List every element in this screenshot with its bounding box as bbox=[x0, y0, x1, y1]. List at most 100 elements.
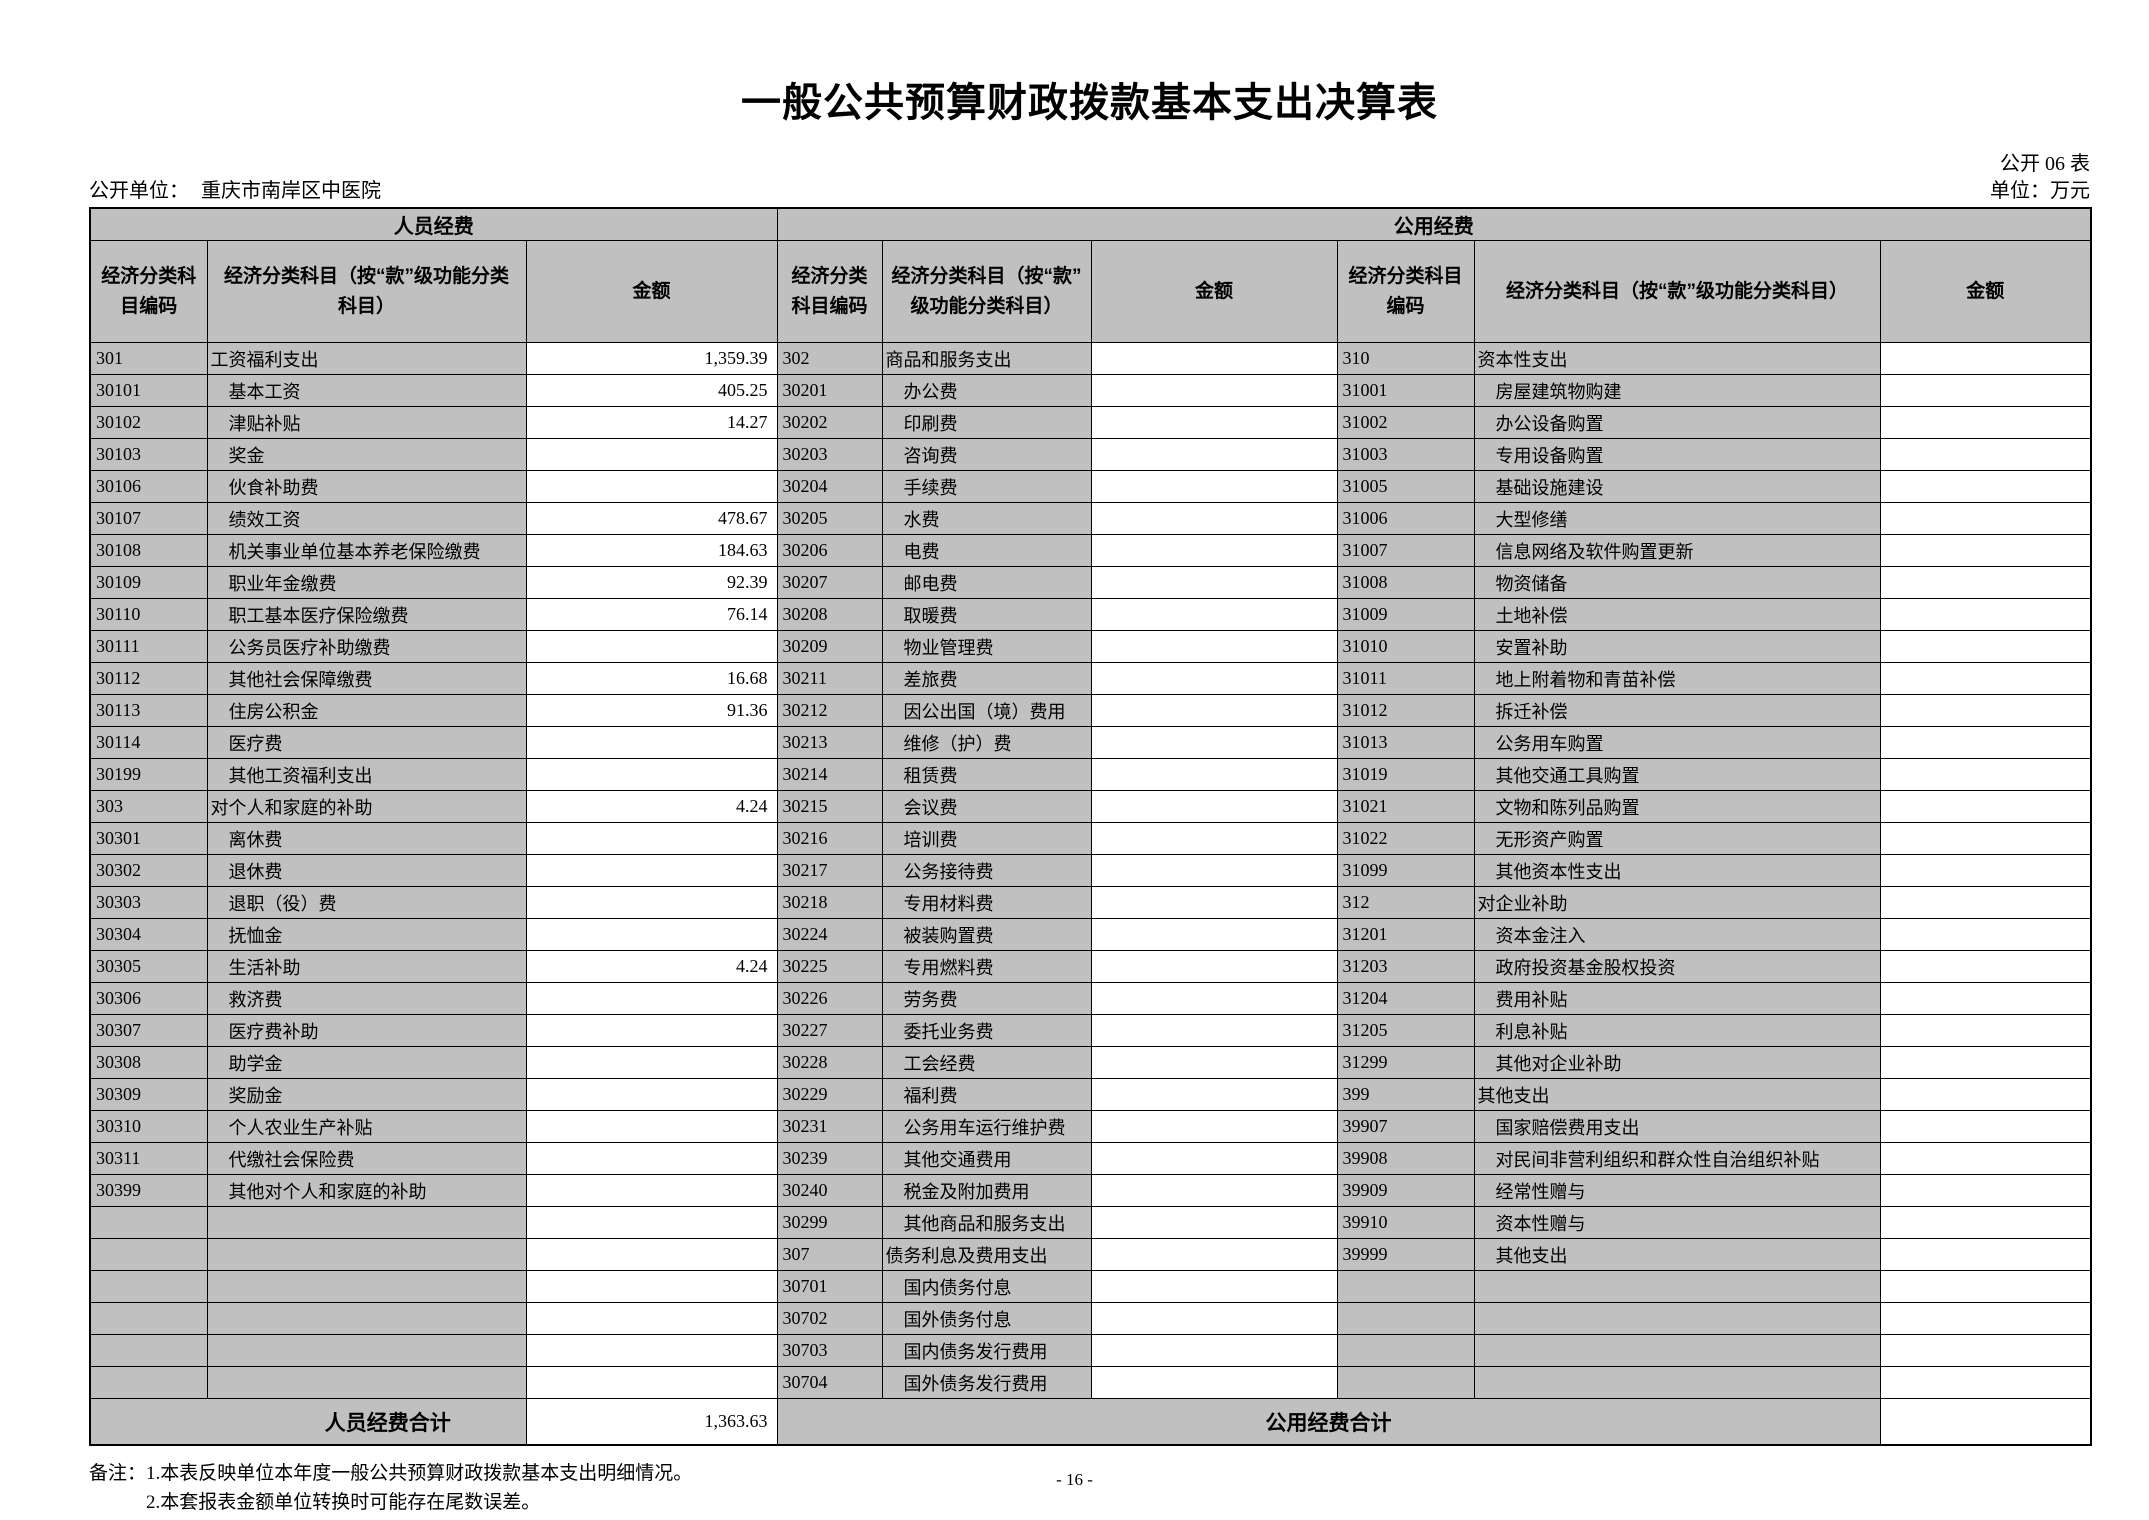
unit-label: 单位：万元 bbox=[1990, 180, 2090, 202]
code-cell: 31013 bbox=[1336, 726, 1475, 759]
subject-cell: 政府投资基金股权投资 bbox=[1473, 950, 1881, 983]
table-row: 30704 国外债务发行费用 bbox=[89, 1366, 2092, 1399]
table-row: 30306 救济费 30226 劳务费 31204 费用补贴 bbox=[89, 982, 2092, 1015]
amount-cell bbox=[525, 1110, 778, 1143]
code-cell: 30311 bbox=[89, 1142, 208, 1175]
amount-cell bbox=[1090, 502, 1338, 535]
subject-cell: 救济费 bbox=[206, 982, 527, 1015]
code-cell: 303 bbox=[89, 790, 208, 823]
code-cell: 30399 bbox=[89, 1174, 208, 1207]
subject-cell: 其他交通工具购置 bbox=[1473, 758, 1881, 791]
code-cell bbox=[89, 1270, 208, 1303]
amount-cell bbox=[1879, 1302, 2092, 1335]
code-cell: 30205 bbox=[776, 502, 883, 535]
table-row: 30309 奖励金 30229 福利费 399 其他支出 bbox=[89, 1078, 2092, 1111]
code-cell: 30299 bbox=[776, 1206, 883, 1239]
sheet: 一般公共预算财政拨款基本支出决算表 公开 06 表 公开单位： 重庆市南岸区中医院… bbox=[89, 0, 2093, 1518]
amount-cell bbox=[525, 886, 778, 919]
subject-cell: 租赁费 bbox=[881, 758, 1092, 791]
group-header-row: 人员经费 公用经费 bbox=[89, 207, 2092, 241]
subject-cell bbox=[206, 1206, 527, 1239]
code-cell: 30227 bbox=[776, 1014, 883, 1047]
notes: 备注：1.本表反映单位本年度一般公共预算财政拨款基本支出明细情况。 2.本套报表… bbox=[89, 1459, 2090, 1518]
subject-cell: 无形资产购置 bbox=[1473, 822, 1881, 855]
code-cell: 30208 bbox=[776, 598, 883, 631]
amount-cell bbox=[525, 1302, 778, 1335]
col-header-amount-1: 金额 bbox=[525, 240, 778, 343]
code-cell: 30306 bbox=[89, 982, 208, 1015]
subject-cell: 住房公积金 bbox=[206, 694, 527, 727]
subject-cell: 对企业补助 bbox=[1473, 886, 1881, 919]
page-title: 一般公共预算财政拨款基本支出决算表 bbox=[741, 81, 1438, 125]
subject-cell: 助学金 bbox=[206, 1046, 527, 1079]
amount-cell bbox=[1879, 1174, 2092, 1207]
amount-cell bbox=[525, 1078, 778, 1111]
amount-cell bbox=[1879, 1270, 2092, 1303]
subject-cell: 职业年金缴费 bbox=[206, 566, 527, 599]
code-cell: 31007 bbox=[1336, 534, 1475, 567]
subject-cell: 文物和陈列品购置 bbox=[1473, 790, 1881, 823]
subject-cell: 电费 bbox=[881, 534, 1092, 567]
subject-cell: 资本金注入 bbox=[1473, 918, 1881, 951]
code-cell: 30106 bbox=[89, 470, 208, 503]
amount-cell bbox=[525, 1046, 778, 1079]
code-cell: 399 bbox=[1336, 1078, 1475, 1111]
amount-cell bbox=[1090, 662, 1338, 695]
subject-cell bbox=[1473, 1302, 1881, 1335]
code-cell: 39999 bbox=[1336, 1238, 1475, 1271]
code-cell: 39909 bbox=[1336, 1174, 1475, 1207]
subject-cell: 其他支出 bbox=[1473, 1078, 1881, 1111]
org-line: 公开单位： 重庆市南岸区中医院 bbox=[89, 178, 381, 204]
subject-cell: 其他商品和服务支出 bbox=[881, 1206, 1092, 1239]
subject-cell: 代缴社会保险费 bbox=[206, 1142, 527, 1175]
meta-line: 公开单位： 重庆市南岸区中医院 单位：万元 bbox=[89, 178, 2090, 204]
code-cell: 31204 bbox=[1336, 982, 1475, 1015]
amount-cell: 92.39 bbox=[525, 566, 778, 599]
amount-cell bbox=[1879, 950, 2092, 983]
amount-cell: 4.24 bbox=[525, 790, 778, 823]
subject-cell: 其他资本性支出 bbox=[1473, 854, 1881, 887]
amount-cell bbox=[1090, 630, 1338, 663]
col-header-subject-2: 经济分类科目（按“款” 级功能分类科目） bbox=[881, 240, 1092, 343]
amount-cell bbox=[1879, 1142, 2092, 1175]
subject-cell: 被装购置费 bbox=[881, 918, 1092, 951]
code-cell: 30103 bbox=[89, 438, 208, 471]
amount-cell: 478.67 bbox=[525, 502, 778, 535]
code-cell: 30308 bbox=[89, 1046, 208, 1079]
code-cell: 30199 bbox=[89, 758, 208, 791]
subject-cell: 绩效工资 bbox=[206, 502, 527, 535]
subject-cell: 机关事业单位基本养老保险缴费 bbox=[206, 534, 527, 567]
code-cell: 30305 bbox=[89, 950, 208, 983]
subject-cell: 福利费 bbox=[881, 1078, 1092, 1111]
amount-cell bbox=[525, 982, 778, 1015]
subject-cell: 对个人和家庭的补助 bbox=[206, 790, 527, 823]
subject-cell: 咨询费 bbox=[881, 438, 1092, 471]
subject-cell: 其他对个人和家庭的补助 bbox=[206, 1174, 527, 1207]
amount-cell bbox=[525, 1366, 778, 1399]
code-cell: 30101 bbox=[89, 374, 208, 407]
code-cell: 31022 bbox=[1336, 822, 1475, 855]
code-cell: 30112 bbox=[89, 662, 208, 695]
amount-cell bbox=[1879, 694, 2092, 727]
amount-cell bbox=[1090, 470, 1338, 503]
code-cell: 30214 bbox=[776, 758, 883, 791]
subject-cell: 培训费 bbox=[881, 822, 1092, 855]
amount-cell bbox=[1879, 598, 2092, 631]
subject-cell: 因公出国（境）费用 bbox=[881, 694, 1092, 727]
code-cell: 31009 bbox=[1336, 598, 1475, 631]
subject-cell bbox=[206, 1334, 527, 1367]
subject-cell: 医疗费 bbox=[206, 726, 527, 759]
subject-cell: 工会经费 bbox=[881, 1046, 1092, 1079]
amount-cell bbox=[1090, 1366, 1338, 1399]
subject-cell: 手续费 bbox=[881, 470, 1092, 503]
amount-cell: 405.25 bbox=[525, 374, 778, 407]
amount-cell bbox=[1879, 630, 2092, 663]
subject-cell: 专用设备购置 bbox=[1473, 438, 1881, 471]
code-cell: 30202 bbox=[776, 406, 883, 439]
column-header-row: 经济分类科 目编码 经济分类科目（按“款”级功能分类 科目） 金额 经济分类 科… bbox=[89, 240, 2092, 343]
amount-cell bbox=[1879, 1078, 2092, 1111]
subject-cell: 个人农业生产补贴 bbox=[206, 1110, 527, 1143]
amount-cell bbox=[525, 1174, 778, 1207]
summary-row: 人员经费合计 1,363.63 公用经费合计 bbox=[89, 1398, 2092, 1446]
code-cell: 30701 bbox=[776, 1270, 883, 1303]
